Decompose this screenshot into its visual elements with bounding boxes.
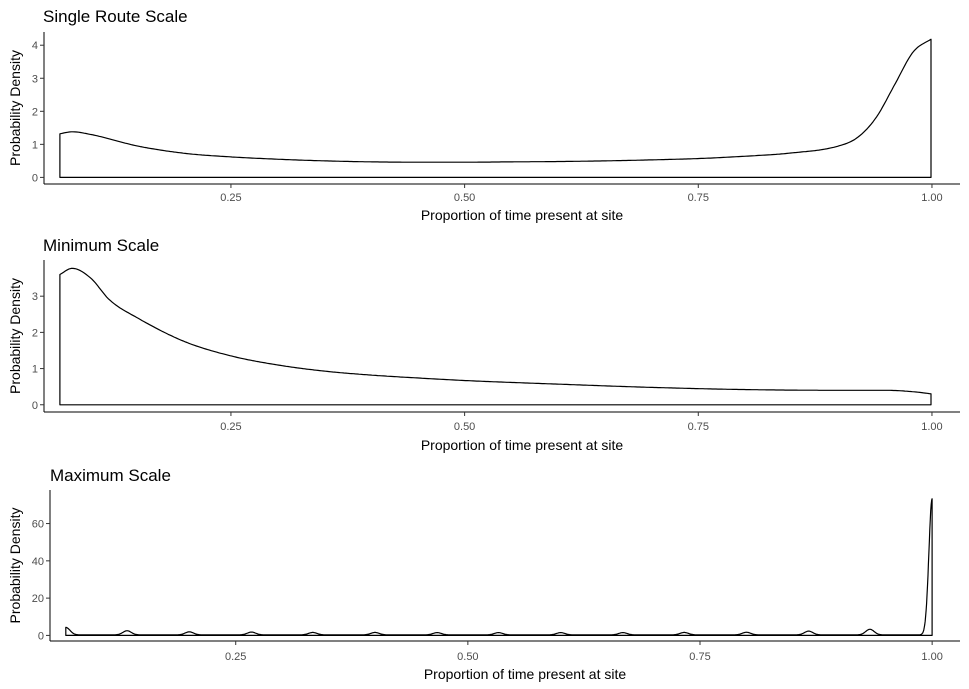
x-axis-title: Proportion of time present at site xyxy=(421,207,624,223)
panel-title: Maximum Scale xyxy=(50,466,171,485)
density-curve xyxy=(65,498,933,636)
x-tick-label: 0.50 xyxy=(454,192,475,204)
x-tick-label: 1.00 xyxy=(921,421,942,433)
y-tick-label: 60 xyxy=(32,519,44,531)
y-axis-title: Probability Density xyxy=(7,278,23,394)
y-axis-title: Probability Density xyxy=(7,508,23,624)
x-tick-label: 1.00 xyxy=(921,651,942,663)
x-tick-label: 0.50 xyxy=(457,651,478,663)
y-axis-title: Probability Density xyxy=(7,50,23,166)
y-tick-label: 0 xyxy=(38,630,44,642)
y-tick-label: 4 xyxy=(32,40,38,52)
x-tick-label: 0.25 xyxy=(220,421,241,433)
y-tick-label: 3 xyxy=(32,73,38,85)
y-tick-label: 2 xyxy=(32,106,38,118)
y-tick-label: 1 xyxy=(32,364,38,376)
y-tick-label: 3 xyxy=(32,291,38,303)
panel-1: Single Route Scale 0 1 2 3 4 0.25 0.50 0.75 1.00 P… xyxy=(7,7,960,223)
x-tick-label: 0.25 xyxy=(220,192,241,204)
panel-3: Maximum Scale 0 20 40 60 0.25 0.50 0.75 1.00 Prop… xyxy=(7,466,960,682)
y-tick-label: 1 xyxy=(32,139,38,151)
y-tick-label: 0 xyxy=(32,400,38,412)
x-axis-title: Proportion of time present at site xyxy=(424,666,627,682)
y-tick-label: 20 xyxy=(32,593,44,605)
x-tick-label: 0.75 xyxy=(688,192,709,204)
y-tick-label: 2 xyxy=(32,327,38,339)
x-tick-label: 0.25 xyxy=(225,651,246,663)
y-tick-label: 0 xyxy=(32,172,38,184)
x-tick-label: 1.00 xyxy=(921,192,942,204)
panel-title: Single Route Scale xyxy=(43,7,188,26)
panel-2: Minimum Scale 0 1 2 3 0.25 0.50 0.75 1.00 Proport… xyxy=(7,236,960,453)
y-tick-label: 40 xyxy=(32,556,44,568)
x-tick-label: 0.50 xyxy=(454,421,475,433)
density-curve xyxy=(59,267,932,406)
density-curve xyxy=(59,38,932,178)
x-tick-label: 0.75 xyxy=(689,651,710,663)
panel-title: Minimum Scale xyxy=(43,236,159,255)
x-tick-label: 0.75 xyxy=(688,421,709,433)
x-axis-title: Proportion of time present at site xyxy=(421,437,624,453)
